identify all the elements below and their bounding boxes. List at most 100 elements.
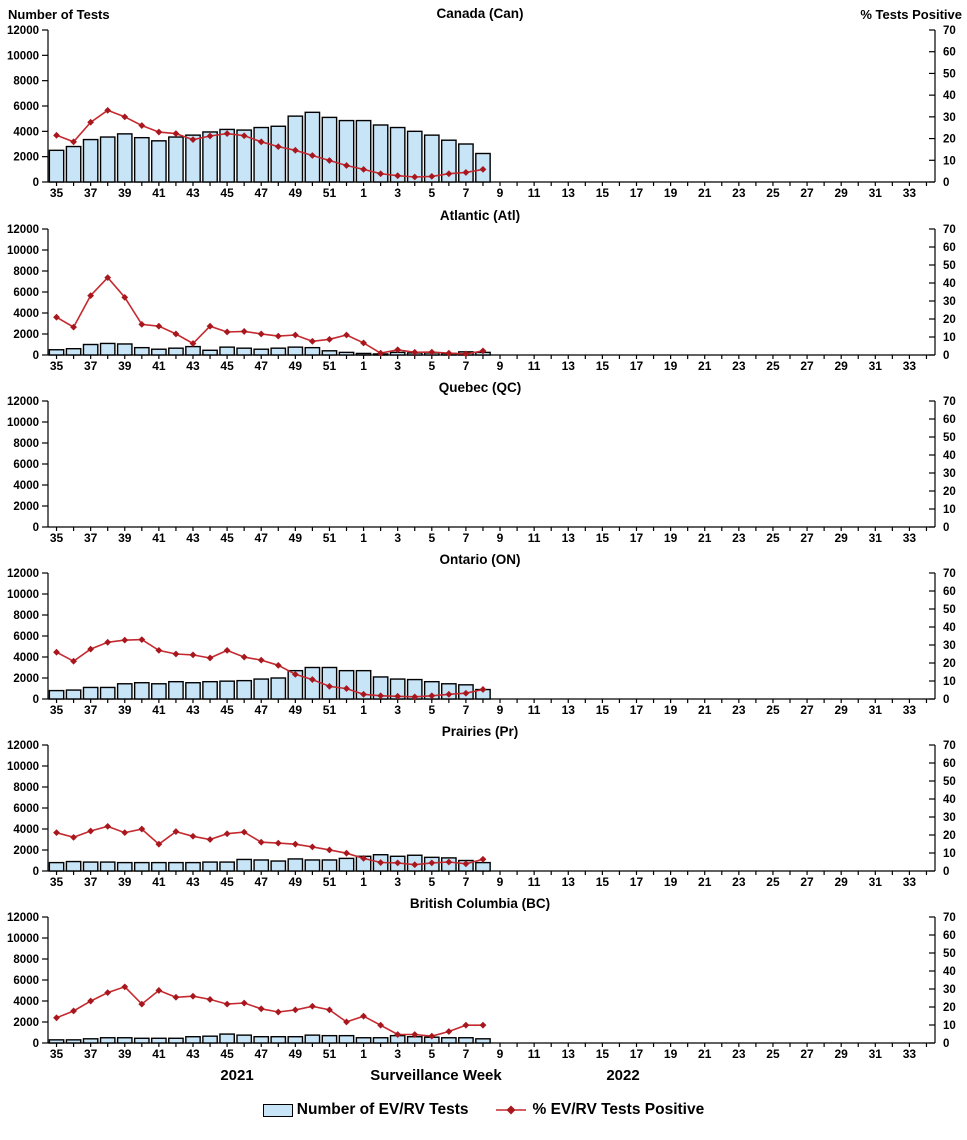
panel-quebec: Quebec (QC) 0 2000 4000 6000 8000 10000 12000 0 1…	[7, 380, 956, 545]
bar-week-7	[458, 143, 474, 183]
week-tick-label: 1	[360, 186, 367, 200]
right-tick-label: 50	[943, 948, 956, 960]
pct-marker-week-7	[462, 350, 470, 358]
week-tick-label: 19	[664, 1047, 678, 1061]
week-tick-label: 9	[497, 531, 504, 545]
week-tick-label: 29	[835, 703, 849, 717]
pct-marker-week-39	[121, 294, 129, 301]
week-tick-label: 7	[463, 1047, 470, 1061]
panel-prairies: Prairies (Pr) 0 2000 4000 6000 8000 10000 12000…	[7, 724, 956, 889]
bar-week-48	[270, 125, 287, 183]
panel-ontario: Ontario (ON) 0 2000 4000 6000 8000 10000 12000 0…	[7, 552, 956, 717]
bar-week-38	[99, 1037, 116, 1044]
bar-week-1	[355, 669, 372, 700]
week-tick-label: 5	[428, 359, 435, 373]
bar-week-39	[116, 1037, 133, 1044]
pct-marker-week-37	[87, 997, 95, 1005]
bar-week-49	[287, 669, 304, 700]
left-axis-title: Number of Tests	[8, 7, 110, 22]
week-tick-label: 31	[869, 703, 883, 717]
week-tick-label: 1	[360, 1047, 367, 1061]
left-tick-label: 2000	[13, 673, 39, 685]
pct-marker-week-50	[308, 843, 316, 851]
bar-week-3	[389, 126, 406, 183]
bar-week-36	[65, 347, 82, 356]
right-tick-label: 40	[943, 794, 956, 806]
bar-week-45	[219, 680, 235, 700]
pct-marker-week-41	[155, 647, 163, 654]
right-tick-label: 20	[943, 658, 956, 670]
week-tick-label: 29	[835, 359, 849, 373]
week-tick-label: 17	[630, 186, 644, 200]
bar-week-35	[48, 861, 65, 872]
right-tick-label: 70	[943, 396, 956, 408]
pct-marker-week-1	[360, 339, 367, 347]
right-tick-label: 20	[943, 1002, 956, 1014]
week-tick-label: 51	[323, 186, 337, 200]
pct-marker-week-41	[155, 322, 163, 330]
left-tick-label: 2000	[13, 329, 39, 341]
pct-marker-week-3	[394, 346, 402, 354]
left-tick-label: 0	[33, 1038, 39, 1050]
week-tick-label: 23	[732, 531, 746, 545]
bar-week-4	[406, 130, 423, 183]
right-tick-label: 0	[943, 694, 949, 706]
panel-british-columbia: British Columbia (BC)0200040006000800010…	[7, 896, 956, 1061]
bar-week-44	[202, 861, 218, 872]
right-tick-label: 30	[943, 812, 956, 824]
week-tick-label: 5	[428, 875, 435, 889]
pct-marker-week-42	[172, 130, 180, 137]
week-tick-label: 43	[186, 1047, 200, 1061]
pct-marker-week-36	[70, 657, 77, 665]
bar-week-44	[202, 1035, 218, 1044]
week-tick-label: 23	[732, 875, 746, 889]
left-tick-label: 6000	[13, 975, 39, 987]
bar-week-48	[270, 1035, 287, 1044]
pct-marker-week-36	[70, 833, 77, 841]
pct-marker-week-4	[411, 173, 419, 181]
bar-week-42	[168, 136, 184, 183]
right-tick-label: 0	[943, 350, 949, 362]
pct-marker-week-45	[223, 1000, 231, 1008]
week-tick-label: 25	[766, 186, 780, 200]
left-tick-label: 8000	[13, 782, 39, 794]
bar-week-37	[82, 343, 99, 356]
pct-marker-week-37	[87, 827, 95, 835]
week-tick-label: 45	[220, 875, 234, 889]
right-tick-label: 40	[943, 622, 956, 634]
bar-week-38	[99, 861, 116, 872]
bar-week-42	[168, 680, 184, 700]
pct-marker-week-4	[411, 861, 419, 869]
right-axis-title: % Tests Positive	[860, 7, 962, 22]
bar-week-41	[151, 1037, 167, 1044]
pct-marker-week-47	[257, 330, 265, 338]
pct-marker-week-7	[462, 860, 470, 868]
bar-week-50	[304, 346, 321, 356]
week-tick-label: 51	[323, 875, 337, 889]
bar-week-43	[185, 861, 201, 872]
pct-marker-week-38	[104, 274, 112, 281]
week-tick-label: 11	[528, 531, 541, 545]
right-tick-label: 50	[943, 776, 956, 788]
week-tick-label: 41	[152, 875, 166, 889]
week-tick-label: 47	[255, 531, 269, 545]
pct-marker-week-48	[274, 1008, 282, 1016]
week-tick-label: 33	[903, 875, 917, 889]
bar-week-43	[185, 682, 201, 700]
pct-marker-week-46	[240, 999, 248, 1007]
pct-marker-week-37	[87, 292, 95, 299]
week-tick-label: 45	[220, 186, 234, 200]
week-tick-label: 49	[289, 703, 303, 717]
year-label-2022: 2022	[606, 1067, 640, 1084]
left-tick-label: 4000	[13, 308, 39, 320]
bar-week-50	[304, 1034, 321, 1044]
pct-marker-week-39	[121, 983, 129, 991]
bar-week-39	[116, 343, 133, 356]
left-tick-label: 10000	[7, 50, 39, 62]
bar-week-39	[116, 861, 133, 872]
week-tick-label: 11	[528, 1047, 541, 1061]
right-tick-label: 70	[943, 912, 956, 924]
left-tick-label: 8000	[13, 954, 39, 966]
left-tick-label: 6000	[13, 287, 39, 299]
week-tick-label: 13	[562, 703, 576, 717]
